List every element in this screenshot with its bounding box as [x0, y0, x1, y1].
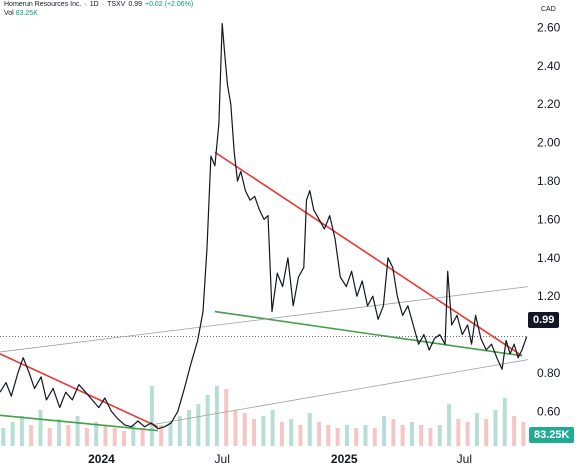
separator: ·	[101, 1, 105, 8]
price-series-line	[0, 23, 528, 430]
volume-bar	[493, 410, 498, 446]
last-price-tag: 0.99	[528, 312, 560, 328]
volume-bar	[149, 386, 154, 446]
volume-bar	[196, 404, 201, 446]
y-tick-label: 0.80	[537, 366, 561, 380]
volume-bar	[19, 416, 24, 446]
volume-bar	[233, 410, 238, 446]
volume-bar	[484, 419, 489, 446]
y-tick-label: 2.00	[537, 136, 561, 150]
volume-bar	[372, 428, 377, 446]
volume-bar	[289, 419, 294, 446]
volume-bar	[66, 425, 71, 446]
y-tick-label: 2.20	[537, 97, 561, 111]
volume-bar	[335, 428, 340, 446]
resistance-trendline	[0, 353, 159, 428]
volume-bar	[224, 389, 229, 446]
volume-bar	[298, 425, 303, 446]
volume-bar	[465, 422, 470, 446]
volume-bar	[344, 425, 349, 446]
volume-bar	[419, 425, 424, 446]
volume-bar	[122, 431, 127, 446]
x-tick-label: Jul	[457, 452, 472, 466]
volume-bar	[47, 428, 52, 446]
y-tick-label: 1.80	[537, 174, 561, 188]
volume-bar	[474, 413, 479, 446]
volume-bar	[159, 425, 164, 446]
volume-bar	[363, 425, 368, 446]
volume-bar	[307, 413, 312, 446]
price-change: +0.02 (+2.06%)	[144, 1, 194, 8]
volume-bar	[400, 425, 405, 446]
interval[interactable]: 1D	[89, 1, 99, 8]
volume-bar	[382, 416, 387, 446]
y-tick-label: 1.20	[537, 289, 561, 303]
y-tick-label: 1.60	[537, 212, 561, 226]
channel-trendline	[0, 286, 529, 353]
volume-value: 83.25K	[15, 10, 38, 17]
channel-trendline	[151, 359, 529, 426]
volume-bar	[270, 410, 275, 446]
currency-label: CAD	[541, 6, 556, 13]
volume-bar	[168, 422, 173, 446]
volume-bar	[112, 428, 117, 446]
volume-bar	[75, 416, 80, 446]
volume-bar	[38, 410, 43, 446]
volume-bar	[521, 422, 526, 446]
symbol-name[interactable]: Homerun Resources Inc.	[4, 1, 82, 8]
volume-bar	[10, 422, 15, 446]
volume-bar	[84, 428, 89, 446]
volume-bar	[279, 422, 284, 446]
y-tick-label: 0.60	[537, 404, 561, 418]
volume-bar	[242, 413, 247, 446]
x-tick-label: 2024	[88, 452, 115, 466]
volume-bar	[187, 410, 192, 446]
volume-bar	[131, 425, 136, 446]
volume-bar	[94, 422, 99, 446]
chart-header: Homerun Resources Inc. · 1D · TSXV 0.99 +0.02 …	[4, 1, 196, 8]
volume-bar	[1, 428, 6, 446]
separator: ·	[84, 1, 87, 8]
y-tick-label: 2.40	[537, 59, 561, 73]
last-price: 0.99	[128, 1, 142, 8]
x-tick-label: Jul	[215, 452, 230, 466]
volume-bar	[326, 425, 331, 446]
volume-bar	[354, 428, 359, 446]
volume-bar	[317, 422, 322, 446]
x-tick-label: 2025	[331, 452, 358, 466]
support-trendline	[0, 414, 158, 432]
resistance-trendline	[214, 151, 523, 357]
volume-bar	[252, 419, 257, 446]
volume-label[interactable]: Vol	[4, 10, 14, 17]
last-volume-tag: 83.25K	[529, 427, 575, 443]
volume-bar	[261, 416, 266, 446]
volume-bar	[177, 416, 182, 446]
volume-bar	[502, 398, 507, 446]
volume-bar	[140, 428, 145, 446]
volume-bar	[447, 404, 452, 446]
volume-bar	[428, 428, 433, 446]
volume-bar	[205, 395, 210, 446]
volume-bar	[391, 419, 396, 446]
volume-bar	[29, 425, 34, 446]
exchange: TSXV	[107, 1, 126, 8]
volume-bar	[512, 416, 517, 446]
volume-bar	[103, 425, 108, 446]
y-tick-label: 1.40	[537, 251, 561, 265]
volume-bar	[409, 422, 414, 446]
volume-bar	[214, 386, 219, 446]
volume-bar	[456, 419, 461, 446]
volume-legend: Vol 83.25K	[4, 10, 38, 17]
volume-bar	[437, 425, 442, 446]
volume-bar	[57, 419, 62, 446]
y-tick-label: 2.60	[537, 20, 561, 34]
